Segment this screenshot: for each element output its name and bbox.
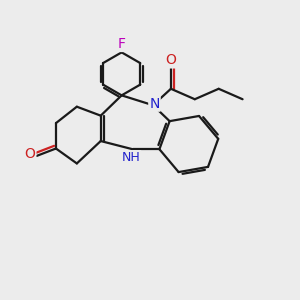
Text: NH: NH xyxy=(122,151,140,164)
Text: O: O xyxy=(166,53,176,68)
Text: F: F xyxy=(118,37,126,51)
Text: N: N xyxy=(149,97,160,111)
Text: O: O xyxy=(25,148,35,161)
